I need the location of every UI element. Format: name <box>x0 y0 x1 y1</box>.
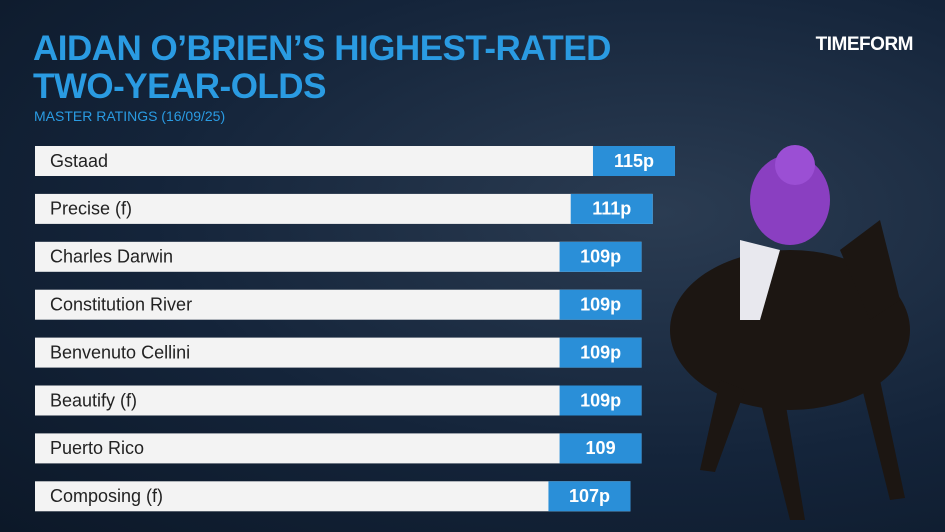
category-label: Composing (f) <box>50 486 163 506</box>
value-label: 109p <box>580 294 621 314</box>
category-label: Constitution River <box>50 294 192 314</box>
value-label: 115p <box>614 151 654 171</box>
value-box <box>559 433 642 464</box>
bar <box>35 146 675 176</box>
horse-head <box>840 220 900 320</box>
jockey-breeches <box>740 240 780 320</box>
bar <box>35 193 653 224</box>
value-label: 109 <box>586 438 616 458</box>
chart-subtitle: MASTER RATINGS (16/09/25) <box>34 108 226 124</box>
bar <box>35 289 642 320</box>
jockey-cap <box>775 145 815 185</box>
value-label: 109p <box>580 247 621 267</box>
category-label: Charles Darwin <box>50 247 173 267</box>
bar <box>35 481 631 512</box>
value-box <box>592 146 675 176</box>
value-box <box>559 289 642 320</box>
bar <box>35 241 642 272</box>
brand-logo: TIMEFORM <box>815 34 914 55</box>
value-box <box>559 385 642 416</box>
value-box <box>548 481 631 512</box>
bar <box>35 433 642 464</box>
bar <box>35 385 642 416</box>
value-box <box>559 241 642 272</box>
chart-title: AIDAN O’BRIEN’S HIGHEST-RATED TWO-YEAR-O… <box>33 29 611 106</box>
category-label: Puerto Rico <box>50 438 144 458</box>
category-label: Benvenuto Cellini <box>50 342 190 362</box>
category-label: Beautify (f) <box>50 390 137 410</box>
value-label: 111p <box>592 199 631 219</box>
horse-legs <box>700 380 905 520</box>
value-label: 109p <box>580 390 621 410</box>
horse-body <box>670 250 910 410</box>
value-box <box>570 193 653 224</box>
value-label: 107p <box>569 486 610 506</box>
category-label: Gstaad <box>50 151 108 171</box>
bar <box>35 337 642 368</box>
value-box <box>559 337 642 368</box>
category-label: Precise (f) <box>50 199 132 219</box>
value-label: 109p <box>580 342 621 362</box>
